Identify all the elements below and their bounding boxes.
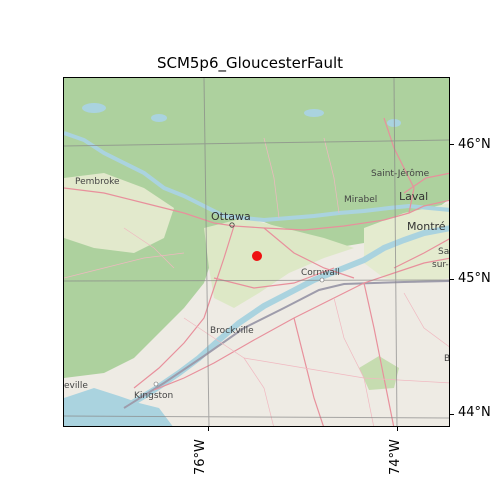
city-marker-cornwall bbox=[319, 277, 325, 283]
lon-label-74: 74°W bbox=[388, 439, 403, 475]
place-label-b: B bbox=[444, 354, 450, 364]
place-label-kingston: Kingston bbox=[134, 391, 173, 401]
place-label-saint-jerome: Saint-Jérôme bbox=[371, 168, 430, 179]
map-title: SCM5p6_GloucesterFault bbox=[156, 54, 344, 72]
ottawa-river bbox=[64, 131, 449, 223]
place-label-laval: Laval bbox=[399, 190, 428, 203]
forest-patch-ny bbox=[359, 356, 399, 390]
lat-tick bbox=[450, 414, 454, 415]
site-marker[interactable] bbox=[252, 251, 262, 261]
place-label-ottawa: Ottawa bbox=[211, 210, 251, 223]
lat-tick bbox=[450, 144, 454, 145]
farmland-area bbox=[204, 218, 354, 308]
minor-roads bbox=[64, 137, 449, 426]
lon-label-76: 76°W bbox=[193, 439, 208, 475]
lon-tick bbox=[397, 427, 398, 431]
place-label-cornwall: Cornwall bbox=[301, 268, 340, 278]
place-label-montreal: Montré bbox=[407, 220, 446, 233]
graticule bbox=[64, 78, 449, 426]
lat-tick bbox=[450, 279, 454, 280]
place-label-mirabel: Mirabel bbox=[344, 195, 377, 205]
map-frame[interactable]: Pembroke Ottawa Saint-Jérôme Mirabel Lav… bbox=[63, 77, 450, 427]
roads bbox=[64, 117, 449, 426]
farmland-area-east bbox=[364, 203, 449, 283]
place-label-brockville: Brockville bbox=[210, 326, 254, 336]
city-marker-ottawa bbox=[229, 222, 235, 228]
forest-area bbox=[64, 78, 449, 378]
lon-tick bbox=[208, 427, 209, 431]
farmland-area-west bbox=[64, 173, 174, 253]
international-border bbox=[123, 280, 449, 409]
place-label-belleville: eville bbox=[64, 381, 88, 391]
lat-label-46: 46°N bbox=[458, 137, 491, 152]
basemap: Pembroke Ottawa Saint-Jérôme Mirabel Lav… bbox=[64, 78, 450, 426]
place-label-pembroke: Pembroke bbox=[75, 177, 120, 187]
place-label-sa: Sa bbox=[438, 247, 449, 257]
lat-label-44: 44°N bbox=[458, 405, 491, 420]
place-label-sur: sur- bbox=[432, 260, 449, 270]
city-marker-kingston bbox=[153, 381, 159, 387]
lake bbox=[151, 114, 167, 122]
lake bbox=[82, 103, 106, 113]
lat-label-45: 45°N bbox=[458, 271, 491, 286]
lake bbox=[304, 109, 324, 117]
